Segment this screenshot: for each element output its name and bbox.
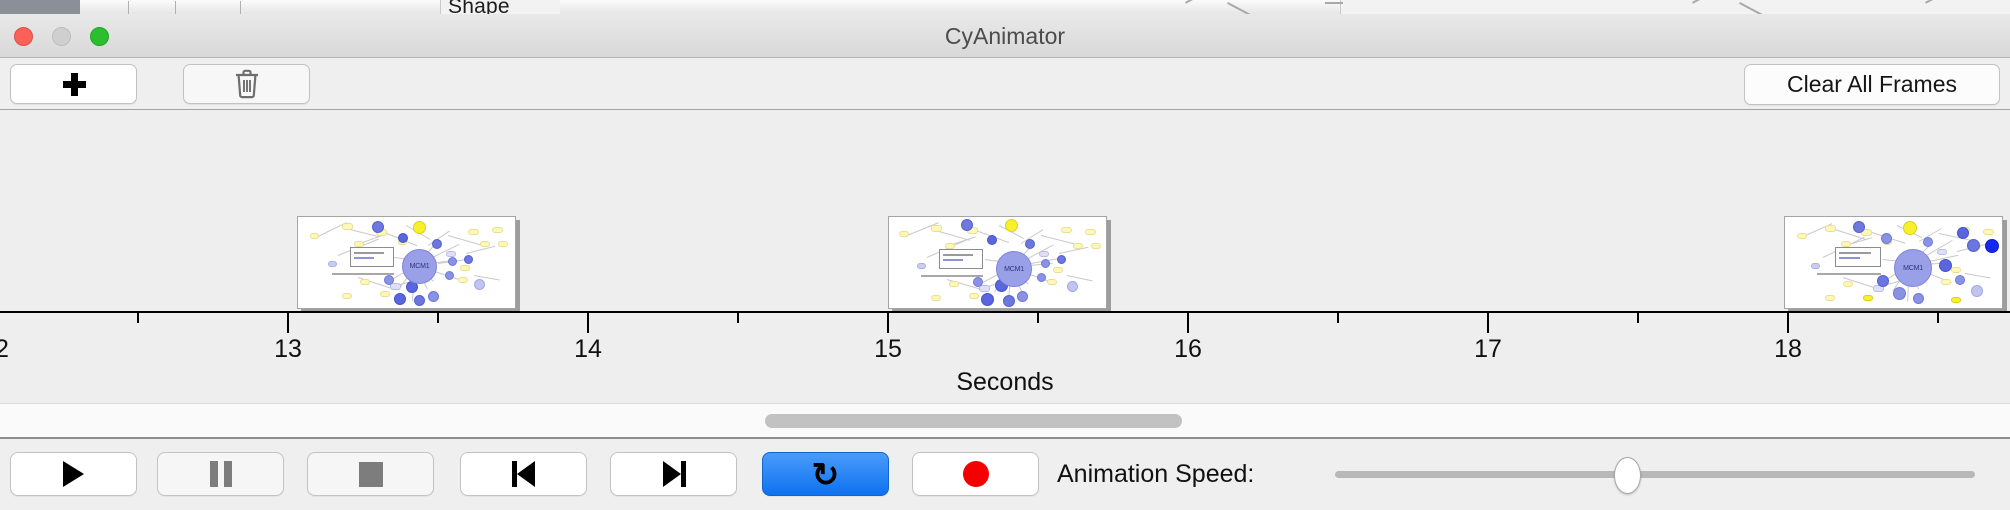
pause-button[interactable] (157, 452, 284, 496)
background-arrow (1325, 2, 1343, 14)
toolbar: Clear All Frames (0, 58, 2010, 110)
background-arrow (1925, 0, 1955, 14)
background-segment (80, 0, 241, 14)
axis-tick-label: 17 (1474, 335, 1502, 363)
axis-line (0, 311, 2010, 313)
background-segment (1080, 0, 1341, 14)
play-icon (63, 461, 84, 487)
record-icon (962, 461, 989, 487)
axis-tick-label: 16 (1174, 335, 1202, 363)
close-button[interactable] (14, 27, 33, 46)
hub-node-label: MCM1 (996, 251, 1032, 287)
loop-icon: ↻ (811, 455, 840, 493)
skip-to-end-icon (662, 461, 686, 487)
stop-button[interactable] (307, 452, 434, 496)
timeline-axis: 12 13 14 15 16 17 18 Seconds (0, 311, 2010, 403)
network-graph-preview: MCM1 (298, 217, 515, 308)
background-segment (820, 0, 1081, 14)
axis-tick-minor (1937, 313, 1939, 323)
timeline-frame-thumbnail[interactable]: MCM1 (888, 216, 1107, 309)
scrollbar-thumb[interactable] (765, 414, 1182, 428)
axis-tick-major (887, 313, 889, 333)
skip-to-start-button[interactable] (460, 452, 587, 496)
network-graph-preview: MCM1 (889, 217, 1106, 308)
pause-icon (209, 461, 232, 487)
background-window-strip: Shape (0, 0, 2010, 15)
skip-to-start-icon (511, 461, 536, 487)
axis-tick-minor (437, 313, 439, 323)
timeline-frame-thumbnail[interactable]: MCM1 (297, 216, 516, 309)
axis-tick-minor (1637, 313, 1639, 323)
slider-track[interactable] (1335, 471, 1975, 478)
background-shape-label: Shape (448, 0, 510, 15)
hub-node-label: MCM1 (402, 249, 437, 284)
record-button[interactable] (912, 452, 1039, 496)
loop-button[interactable]: ↻ (762, 452, 889, 496)
window-title: CyAnimator (944, 23, 1066, 49)
frames-timeline[interactable]: MCM1 (0, 110, 2010, 313)
graph-callout (1835, 247, 1881, 267)
add-frame-button[interactable] (10, 64, 137, 104)
axis-tick-label: 15 (874, 335, 902, 363)
stop-icon (358, 461, 383, 487)
background-dark-panel (0, 0, 80, 14)
delete-frame-button[interactable] (183, 64, 310, 104)
maximize-button[interactable] (90, 27, 109, 46)
axis-tick-minor (1337, 313, 1339, 323)
graph-callout (350, 247, 394, 267)
background-tick (175, 1, 176, 14)
skip-to-end-button[interactable] (610, 452, 737, 496)
axis-title: Seconds (956, 368, 1054, 396)
axis-tick-label: 13 (274, 335, 302, 363)
background-tick (240, 1, 241, 14)
background-arrow (1692, 0, 1722, 14)
background-segment (320, 0, 441, 14)
axis-tick-major (587, 313, 589, 333)
background-segment (240, 0, 321, 14)
minimize-button[interactable] (52, 27, 71, 46)
background-segment (560, 0, 821, 14)
clear-all-frames-button[interactable]: Clear All Frames (1744, 64, 2000, 105)
trash-icon (235, 69, 258, 99)
axis-tick-major (1487, 313, 1489, 333)
play-button[interactable] (10, 452, 137, 496)
axis-tick-minor (1037, 313, 1039, 323)
axis-tick-major (1787, 313, 1789, 333)
plus-icon (62, 72, 86, 96)
axis-tick-label: 18 (1774, 335, 1802, 363)
axis-tick-major (287, 313, 289, 333)
timeline-frame-thumbnail[interactable]: MCM1 (1784, 216, 2003, 309)
graph-callout (939, 249, 983, 269)
hub-node-label: MCM1 (1894, 249, 1932, 287)
axis-tick-major (1187, 313, 1189, 333)
axis-tick-label: 12 (0, 335, 9, 363)
animation-speed-label: Animation Speed: (1057, 460, 1255, 488)
animation-speed-slider[interactable] (1335, 457, 1975, 494)
axis-tick-minor (137, 313, 139, 323)
slider-thumb[interactable] (1614, 457, 1641, 494)
title-bar: CyAnimator (0, 14, 2010, 58)
playback-controls: ↻ Animation Speed: (0, 439, 2010, 510)
network-graph-preview: MCM1 (1785, 217, 2002, 308)
background-tick (128, 1, 129, 14)
timeline-scrollbar[interactable] (0, 403, 2010, 439)
axis-tick-minor (737, 313, 739, 323)
axis-tick-label: 14 (574, 335, 602, 363)
